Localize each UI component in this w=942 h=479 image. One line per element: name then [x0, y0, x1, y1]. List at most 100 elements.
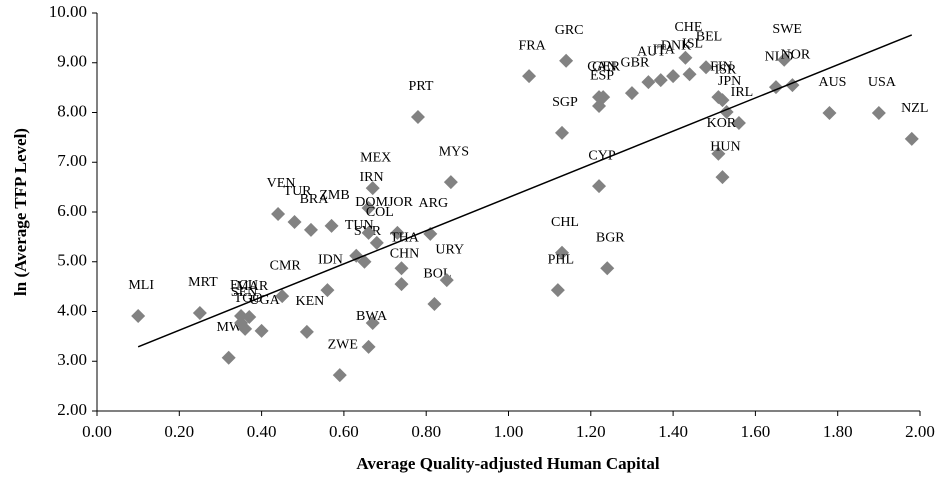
data-point — [592, 99, 607, 114]
point-label: ECU — [230, 278, 258, 293]
y-tick-label: 10.00 — [49, 2, 87, 21]
y-tick-label: 5.00 — [57, 251, 87, 270]
x-tick-label: 0.80 — [411, 422, 441, 441]
data-point — [731, 115, 746, 130]
point-label: SWE — [772, 22, 802, 37]
point-label: FIN — [710, 59, 733, 74]
data-point — [559, 53, 574, 68]
point-label: BGR — [596, 230, 625, 245]
data-point — [871, 105, 886, 120]
point-label: GRC — [555, 23, 584, 38]
point-label: TGO — [234, 291, 263, 306]
data-point — [242, 309, 257, 324]
data-point — [666, 69, 681, 84]
data-point — [554, 245, 569, 260]
point-label: VEN — [267, 176, 296, 191]
data-point — [522, 69, 537, 84]
data-point — [715, 170, 730, 185]
x-tick-label: 0.20 — [164, 422, 194, 441]
point-label: MRT — [188, 275, 218, 290]
data-point — [682, 67, 697, 82]
data-point — [303, 222, 318, 237]
y-tick-label: 3.00 — [57, 350, 87, 369]
data-point — [221, 350, 236, 365]
x-tick-label: 0.40 — [247, 422, 277, 441]
point-label: DOM — [355, 195, 388, 210]
x-tick-label: 1.40 — [658, 422, 688, 441]
data-point — [332, 368, 347, 383]
point-label: ESP — [590, 68, 614, 83]
point-label: KEN — [295, 294, 324, 309]
point-label: GBR — [621, 55, 650, 70]
point-label: GER — [592, 59, 621, 74]
data-point — [715, 93, 730, 108]
point-label: NZL — [901, 101, 928, 116]
data-point — [349, 248, 364, 263]
data-point — [365, 315, 380, 330]
data-point — [410, 109, 425, 124]
data-point — [390, 225, 405, 240]
data-point — [624, 86, 639, 101]
point-label: IRN — [360, 170, 384, 185]
point-label: AUS — [818, 75, 846, 90]
data-point — [699, 60, 714, 75]
point-label: MEX — [360, 150, 391, 165]
point-label: MLI — [128, 278, 154, 293]
data-point — [299, 324, 314, 339]
data-point — [361, 201, 376, 216]
x-tick-label: 1.80 — [823, 422, 853, 441]
point-label: ISR — [715, 62, 737, 77]
point-label: ITA — [653, 42, 676, 57]
point-label: JOR — [388, 195, 414, 210]
x-tick-label: 1.20 — [576, 422, 606, 441]
point-label: CHL — [551, 215, 579, 230]
y-tick-label: 6.00 — [57, 201, 87, 220]
point-label: KOR — [707, 116, 737, 131]
point-label: BEL — [696, 29, 722, 44]
point-label: ARG — [419, 196, 449, 211]
data-point — [550, 283, 565, 298]
data-point — [678, 50, 693, 65]
data-point — [554, 125, 569, 140]
point-label: SEN — [231, 285, 257, 300]
data-point — [592, 179, 607, 194]
point-label: CYP — [588, 148, 615, 163]
data-point — [369, 235, 384, 250]
point-label: PRT — [409, 79, 434, 94]
data-point — [131, 308, 146, 323]
data-point — [275, 289, 290, 304]
point-label: CMR — [270, 258, 302, 273]
trend-line — [137, 34, 913, 348]
data-point — [641, 75, 656, 90]
data-point — [357, 254, 372, 269]
point-label: BRA — [300, 192, 330, 207]
point-label: USA — [868, 75, 897, 90]
data-point — [271, 206, 286, 221]
point-label: MAR — [236, 279, 269, 294]
x-axis-title: Average Quality-adjusted Human Capital — [356, 454, 660, 473]
point-label: CHN — [390, 246, 420, 261]
x-tick-label: 1.00 — [494, 422, 524, 441]
point-label: CHE — [674, 20, 702, 35]
data-point — [439, 273, 454, 288]
data-point — [777, 52, 792, 67]
y-tick-label: 2.00 — [57, 400, 87, 419]
data-point — [394, 261, 409, 276]
data-point — [287, 214, 302, 229]
point-label: ZWE — [328, 337, 358, 352]
point-label: COL — [366, 205, 394, 220]
point-label: CAN — [587, 59, 617, 74]
point-label: IRL — [731, 85, 754, 100]
data-point — [653, 73, 668, 88]
data-point — [361, 339, 376, 354]
y-tick-label: 4.00 — [57, 300, 87, 319]
point-label: NOR — [781, 47, 811, 62]
point-label: ISL — [682, 36, 703, 51]
data-point — [443, 175, 458, 190]
data-point — [711, 146, 726, 161]
point-label: MYS — [439, 144, 469, 159]
point-label: UGA — [249, 293, 280, 308]
point-label: AUT — [637, 44, 666, 59]
data-point — [361, 225, 376, 240]
